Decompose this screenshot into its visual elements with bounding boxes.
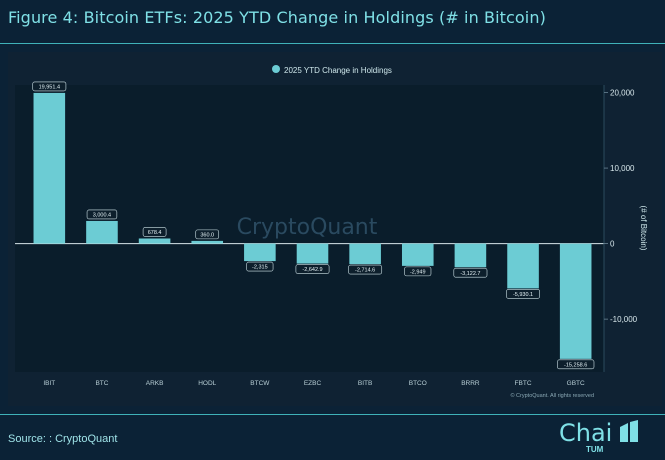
bar-btc: [86, 220, 118, 244]
x-tick-btcw: BTCW: [250, 380, 270, 387]
data-label-box: [557, 359, 595, 370]
y-ticks: 20,000 10,000 0 -10,000: [604, 89, 638, 324]
x-tick-ibit: IBIT: [43, 380, 55, 387]
data-label-text: 360.0: [200, 232, 214, 238]
x-tick-arkb: ARKB: [146, 380, 164, 387]
bar-hodl: [191, 240, 224, 244]
data-label-box: [246, 261, 274, 272]
data-label-hodl: 360.0: [195, 229, 220, 240]
data-label-text: -2,714.6: [355, 268, 375, 274]
data-label-brrr: -3,122.7: [453, 267, 488, 278]
data-label-box: [453, 267, 488, 278]
logo-mark-icon: [620, 420, 638, 442]
title-divider: [0, 43, 665, 44]
y-axis-label: (# of Bitcoin): [639, 206, 648, 251]
data-label-btcw: -2,315: [246, 261, 274, 272]
y-tick-label: 0: [610, 240, 615, 249]
watermark: CryptoQuant: [237, 215, 378, 240]
data-label-box: [295, 264, 330, 274]
x-tick-fbtc: FBTC: [515, 380, 532, 387]
data-label-btco: -2,949: [404, 266, 432, 277]
y-tick-label: 10,000: [610, 164, 635, 173]
data-label-text: 3,000.4: [93, 213, 111, 219]
x-tick-hodl: HODL: [198, 380, 216, 387]
data-label-ezbc: -2,642.9: [295, 264, 330, 274]
bars: 19,951.4 3,000.4 678.4 360.0 -2,315 -2,642.9 -…: [32, 81, 595, 370]
y-tick-label: 20,000: [610, 89, 635, 98]
data-label-text: -3,122.7: [460, 271, 480, 277]
data-label-box: [348, 264, 383, 275]
data-label-box: [142, 227, 167, 237]
data-label-box: [404, 266, 432, 277]
x-tick-bitb: BITB: [358, 380, 372, 387]
legend-label: 2025 YTD Change in Holdings: [284, 66, 392, 75]
credit-text: © CryptoQuant. All rights reserved: [510, 392, 594, 399]
bar-ibit: [33, 92, 66, 244]
legend: 2025 YTD Change in Holdings: [272, 65, 392, 75]
data-label-ibit: 19,951.4: [32, 81, 67, 92]
bar-gbtc: [559, 243, 592, 359]
data-label-text: 19,951.4: [39, 85, 60, 91]
data-label-box: [32, 81, 67, 92]
bar-btco: [401, 243, 434, 266]
x-tick-gbtc: GBTC: [567, 380, 585, 387]
data-label-box: [195, 229, 220, 240]
footer-divider: [0, 414, 665, 415]
data-label-text: -15,258.6: [564, 362, 587, 368]
x-tick-btco: BTCO: [409, 380, 427, 387]
legend-swatch: [272, 65, 280, 73]
logo-subtext: TUM: [586, 445, 604, 454]
data-label-arkb: 678.4: [142, 227, 167, 237]
data-label-btc: 3,000.4: [86, 209, 118, 220]
data-label-gbtc: -15,258.6: [557, 359, 595, 370]
x-tick-btc: BTC: [95, 380, 108, 387]
x-ticks: IBIT BTC ARKB HODL BTCW EZBC BITB BTCO BRRR FBTC G…: [43, 380, 585, 387]
data-label-text: 678.4: [148, 230, 162, 236]
figure-title: Figure 4: Bitcoin ETFs: 2025 YTD Change …: [8, 8, 546, 27]
data-label-box: [86, 209, 118, 220]
data-label-bitb: -2,714.6: [348, 264, 383, 275]
data-label-text: -2,315: [252, 265, 268, 271]
data-label-text: -5,930.1: [513, 292, 533, 298]
logo-wordmark: Chai: [559, 419, 613, 447]
x-tick-brrr: BRRR: [461, 380, 480, 387]
chaitum-logo: Chai TUM: [556, 418, 656, 456]
data-label-text: -2,642.9: [302, 267, 322, 273]
data-label-text: -2,949: [410, 269, 426, 275]
bar-chart: 2025 YTD Change in Holdings CryptoQuant …: [15, 65, 648, 399]
data-label-box: [506, 289, 540, 299]
bar-ezbc: [296, 243, 329, 264]
bar-bitb: [349, 243, 381, 265]
bar-btcw: [244, 243, 276, 262]
source-note: Source: : CryptoQuant: [8, 433, 118, 445]
data-label-fbtc: -5,930.1: [506, 289, 540, 299]
bar-arkb: [138, 238, 171, 244]
y-tick-label: -10,000: [610, 315, 638, 324]
chart-panel: 2025 YTD Change in Holdings CryptoQuant …: [8, 52, 662, 406]
bar-brrr: [454, 243, 487, 268]
bar-fbtc: [507, 243, 539, 289]
x-tick-ezbc: EZBC: [304, 380, 322, 387]
